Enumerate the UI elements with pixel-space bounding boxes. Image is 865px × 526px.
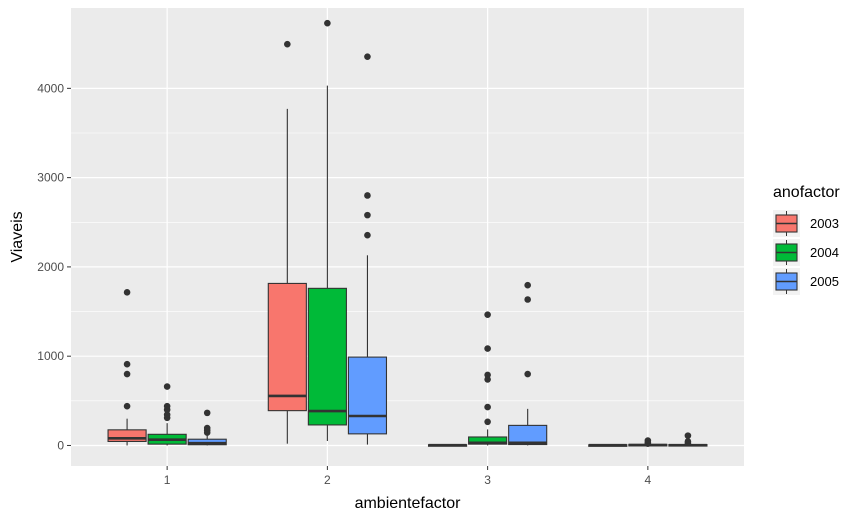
y-axis: 0 1000 2000 3000 4000 [37,81,71,452]
outlier-point [203,409,211,417]
legend: anofactor 2003 2004 2005 [773,184,840,295]
box-2004-2 [307,19,347,442]
box-iqr [307,287,347,426]
box-2005-3 [508,281,548,446]
outlier-point [123,370,131,378]
outlier-point [524,281,531,289]
y-tick-label: 3000 [37,171,64,185]
box-2003-2 [267,40,307,444]
outlier-point [484,418,491,426]
y-tick-label: 1000 [37,349,64,363]
box-iqr [267,282,307,412]
grid-lines [71,8,744,466]
box-2004-1 [147,383,187,446]
box-2005-4 [668,432,708,447]
box-iqr [347,356,388,435]
y-axis-title: Viaveis [9,211,26,262]
outlier-point [324,19,331,27]
outlier-point [684,438,692,445]
outlier-point [364,192,371,199]
outlier-point [524,370,531,378]
box-iqr [508,424,548,446]
outlier-point [364,53,371,60]
outlier-point [123,360,131,368]
legend-label-2003: 2003 [810,216,839,231]
outlier-point [163,383,171,390]
outlier-point [123,402,131,410]
outlier-point [524,296,531,303]
outlier-point [684,432,692,439]
box-2004-4 [628,437,668,447]
x-axis-title: ambientefactor [355,495,462,512]
outlier-point [644,437,652,444]
plot-panel [71,8,744,466]
box-2003-4 [588,443,628,447]
outlier-point [484,311,491,318]
outlier-point [364,231,371,239]
outlier-point [284,40,291,48]
outlier-point [364,211,371,219]
x-tick-label: 2 [324,473,331,487]
legend-title: anofactor [773,184,840,201]
box-iqr [468,436,508,445]
y-tick-label: 4000 [37,81,64,95]
box-2003-1 [107,289,147,446]
outlier-point [203,424,211,432]
box-layer [107,19,708,447]
outlier-point [163,411,171,418]
y-tick-label: 0 [57,438,64,452]
box-iqr [107,429,147,442]
x-axis: 1 2 3 4 [164,466,652,487]
outlier-point [163,402,171,410]
box-2003-3 [427,443,468,447]
outlier-point [484,345,491,352]
y-tick-label: 2000 [37,260,64,274]
x-tick-label: 3 [484,473,491,487]
box-2005-1 [187,409,227,446]
box-2004-3 [468,311,508,446]
x-tick-label: 4 [645,473,652,487]
legend-key-2003 [773,210,800,237]
x-tick-label: 1 [164,473,171,487]
legend-key-2004 [773,239,800,266]
outlier-point [484,371,491,379]
outlier-point [123,289,131,296]
outlier-point [484,403,491,411]
box-2005-2 [347,53,388,445]
legend-label-2005: 2005 [810,274,839,289]
legend-label-2004: 2004 [810,245,839,260]
legend-key-2005 [773,268,800,295]
